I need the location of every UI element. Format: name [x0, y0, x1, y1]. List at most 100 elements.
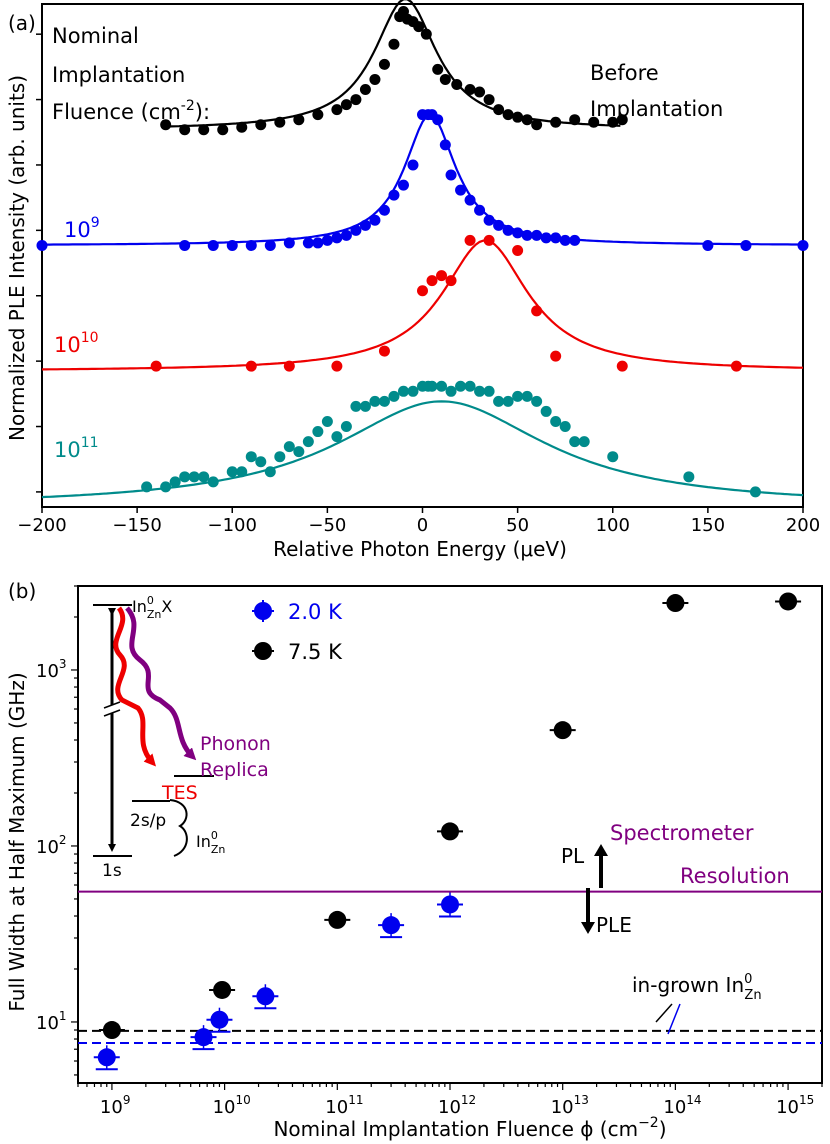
- data-point: [464, 194, 476, 206]
- data-point: [321, 234, 333, 246]
- data-point: [102, 1021, 121, 1040]
- inset-axis-break-bg: [102, 702, 122, 716]
- data-point: [616, 114, 628, 126]
- data-point: [464, 84, 476, 96]
- panel-b-xtick-base: 10: [325, 1097, 348, 1118]
- data-point: [179, 124, 191, 136]
- panel-b-xtick-label: 1010: [213, 1093, 251, 1118]
- data-point: [194, 1028, 213, 1047]
- data-point: [550, 415, 562, 427]
- spectrometer-label-line1: Spectrometer: [610, 821, 754, 845]
- data-point: [512, 111, 524, 123]
- data-point: [413, 21, 425, 33]
- data-point: [378, 395, 390, 407]
- data-point: [321, 415, 333, 427]
- data-point: [559, 234, 571, 246]
- data-point: [550, 232, 562, 244]
- data-point: [302, 237, 314, 249]
- panel-b-ytick-label: 102: [36, 833, 67, 858]
- data-point: [302, 436, 314, 448]
- data-point: [407, 159, 419, 171]
- data-point: [451, 78, 463, 90]
- data-point: [160, 481, 172, 493]
- panel-a-xtick-label: 100: [596, 515, 630, 536]
- data-point: [493, 104, 505, 116]
- data-point: [512, 390, 524, 402]
- panel-a-xtick-label: 150: [691, 515, 725, 536]
- data-point: [264, 239, 276, 251]
- data-point: [312, 237, 324, 249]
- data-point: [502, 109, 514, 121]
- panel-b-ytick-exp: 3: [59, 657, 67, 671]
- nominal-label-line2: Implantation: [52, 63, 185, 87]
- data-point: [382, 916, 401, 935]
- data-point: [420, 28, 432, 40]
- data-point: [740, 239, 752, 251]
- panel-b-xtick-exp: 11: [348, 1093, 363, 1107]
- nominal-label-line1: Nominal: [52, 24, 139, 48]
- data-point: [256, 987, 275, 1006]
- data-point: [397, 385, 409, 397]
- data-point: [531, 305, 543, 317]
- data-point: [264, 466, 276, 478]
- panel-b-xlabel: Nominal Implantation Fluence ϕ (cm−2): [273, 1115, 666, 1141]
- panel-a-ylabel: Normalized PLE Intensity (arb. units): [5, 75, 29, 441]
- data-point: [245, 360, 257, 372]
- inset-axis-break-2: [103, 709, 121, 717]
- inset-bottom-label-base: In: [196, 832, 211, 851]
- data-point: [531, 119, 543, 131]
- data-point: [512, 244, 524, 256]
- data-point: [553, 721, 572, 740]
- fit-curve: [42, 113, 803, 246]
- series-label-1e10: 1010: [54, 330, 99, 357]
- data-point: [512, 227, 524, 239]
- data-point: [283, 237, 295, 249]
- data-point: [188, 471, 200, 483]
- data-point: [255, 119, 267, 131]
- inset-tes-arrow: [113, 606, 157, 767]
- series-label-1e9: 109: [64, 215, 100, 242]
- inset-tes-label: TES: [161, 782, 198, 804]
- data-point: [749, 486, 761, 498]
- ingrown-label-base: in-grown In: [632, 973, 744, 997]
- inset-phonon-arrow: [125, 606, 197, 761]
- data-point: [616, 360, 628, 372]
- panel-b-xtick-exp: 12: [461, 1093, 476, 1107]
- panel-b-reference-lines: [78, 890, 822, 1044]
- data-point: [350, 94, 362, 106]
- data-point: [439, 73, 451, 85]
- data-point: [213, 980, 232, 999]
- data-point: [702, 239, 714, 251]
- data-point: [226, 466, 238, 478]
- data-point: [445, 169, 457, 181]
- data-point: [207, 239, 219, 251]
- data-point: [683, 471, 695, 483]
- data-point: [483, 234, 495, 246]
- panel-b-xtick-label: 1014: [663, 1093, 701, 1118]
- ingrown-pointer-blue: [667, 1003, 681, 1035]
- data-point: [436, 270, 448, 282]
- data-point: [483, 385, 495, 397]
- panel-a-xtick-label: −200: [17, 515, 66, 536]
- data-point: [340, 99, 352, 111]
- nominal-label-line3: Fluence (cm-2):: [52, 98, 210, 124]
- data-point: [607, 116, 619, 128]
- data-point: [426, 275, 438, 287]
- legend: 2.0 K 7.5 K: [252, 600, 343, 664]
- panel-b-xtick-base: 10: [776, 1097, 799, 1118]
- data-point: [331, 431, 343, 443]
- panel-b-xtick-exp: 15: [799, 1093, 814, 1107]
- inset-bottom-label: In0 Zn: [196, 829, 225, 856]
- panel-a-xtick-label: 0: [417, 515, 428, 536]
- spectrometer-label-line2: Resolution: [680, 864, 790, 888]
- data-point: [502, 395, 514, 407]
- series-label-1e10-base: 10: [54, 333, 81, 357]
- panel-b-ytick-base: 10: [36, 837, 59, 858]
- data-point: [245, 239, 257, 251]
- data-point: [445, 385, 457, 397]
- data-point: [540, 232, 552, 244]
- fit-curve: [42, 239, 803, 371]
- data-point: [388, 189, 400, 201]
- data-point: [207, 476, 219, 488]
- data-point: [432, 114, 444, 126]
